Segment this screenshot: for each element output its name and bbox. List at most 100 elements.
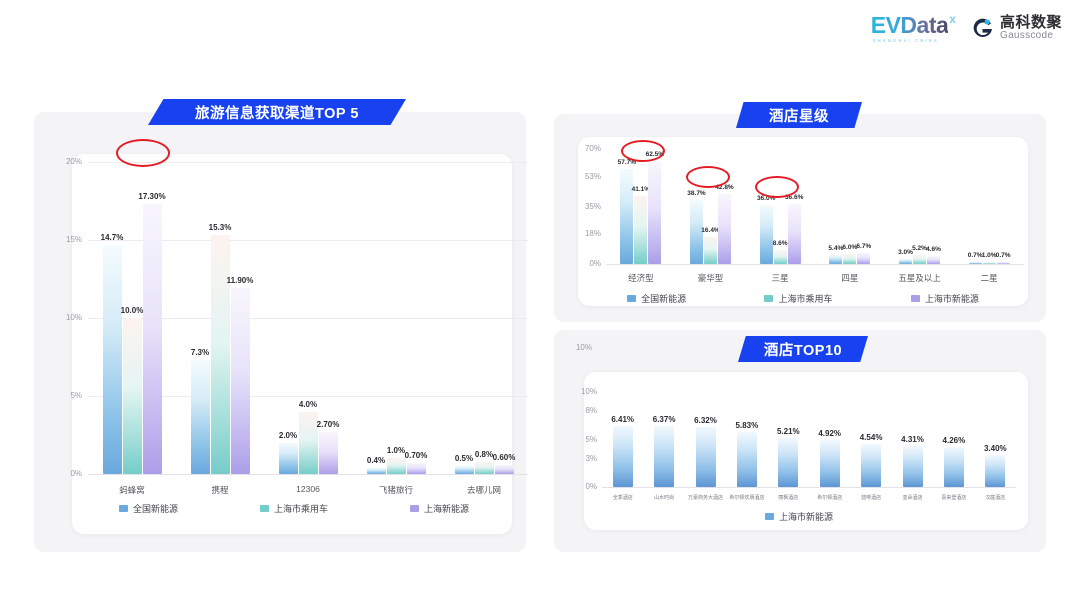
bar xyxy=(861,443,882,487)
chart-title-hotel-top10: 酒店TOP10 xyxy=(763,342,843,359)
bar-value-label: 6.37% xyxy=(652,415,676,425)
bar xyxy=(943,446,964,487)
bar xyxy=(819,440,840,487)
x-axis-category-label: 喆啡酒店 xyxy=(861,495,882,501)
x-axis-category-label: 携程 xyxy=(211,485,229,495)
highlight-ellipse xyxy=(755,176,799,198)
bar-value-label: 5.21% xyxy=(776,426,800,436)
bar-value-label: 3.0% xyxy=(898,249,913,257)
legend-item-2[interactable]: 上海市乘用车 xyxy=(764,292,833,305)
y-axis-tick-label: 70% xyxy=(584,144,601,153)
legend-swatch xyxy=(118,505,128,512)
x-axis-category-label: 丽枫酒店 xyxy=(778,495,799,501)
bar xyxy=(102,244,122,474)
legend-label: 上海市乘用车 xyxy=(273,504,328,514)
legend-item-2[interactable]: 上海市乘用车 xyxy=(259,502,328,515)
axis-baseline xyxy=(602,487,1016,488)
bar xyxy=(829,255,843,264)
legend-label: 全国新能源 xyxy=(132,504,178,514)
chart-hotel-top10: 0% 3% 5% 8% 10% 6.41% 全季酒店 6.37% 山水时尚 6.32% 万豪商务大酒… xyxy=(554,330,1046,552)
bar xyxy=(278,442,298,474)
bar-value-label: 15.3% xyxy=(208,223,232,233)
bar-value-label: 36.6% xyxy=(784,193,804,201)
bar xyxy=(899,259,912,264)
chart-legend: 上海市新能源 xyxy=(674,510,924,523)
bar xyxy=(695,426,716,487)
x-axis-category-label: 飞猪旅行 xyxy=(378,485,413,495)
x-axis-category-label: 豪华型 xyxy=(697,273,724,283)
x-axis-category-label: 喜来登酒店 xyxy=(941,495,967,501)
bar xyxy=(968,262,982,264)
x-axis-category-label: 经济型 xyxy=(628,273,654,283)
banner-travel-channels: 旅游信息获取渠道TOP 5 xyxy=(148,99,406,125)
legend-label: 上海市乘用车 xyxy=(778,294,833,304)
gausscode-mark-icon xyxy=(970,17,994,41)
legend-swatch xyxy=(409,505,419,512)
bar xyxy=(122,318,142,474)
legend-label: 上海市新能源 xyxy=(924,294,979,304)
bar-value-label: 5.83% xyxy=(735,420,759,430)
bar xyxy=(902,446,923,487)
y-axis-tick-label: 20% xyxy=(65,157,82,166)
highlight-ellipse xyxy=(621,140,665,162)
legend-item-1[interactable]: 全国新能源 xyxy=(118,502,178,515)
x-axis-category-label: 希尔顿酒店 xyxy=(817,495,843,501)
gausscode-logo: 高科数聚 Gausscode xyxy=(970,15,1062,41)
evdata-wordmark: EVData xyxy=(870,12,949,38)
bar xyxy=(778,437,799,487)
x-axis-category-label: 去哪儿网 xyxy=(466,485,501,495)
x-axis-category-label: 三星 xyxy=(771,273,789,283)
bar-value-label: 8.6% xyxy=(772,239,788,247)
bar xyxy=(857,252,871,264)
legend-item-3[interactable]: 上海市新能源 xyxy=(910,292,979,305)
bar-value-label: 5.4% xyxy=(828,245,844,253)
gridline xyxy=(88,396,528,397)
chart-hotel-star: 0% 18% 35% 53% 70% 57.7% 41.1% 62.5% 经济型 38.7% 16.… xyxy=(554,114,1046,322)
banner-hotel-star: 酒店星级 xyxy=(736,102,862,128)
bar-value-label: 38.7% xyxy=(687,190,706,198)
gridline xyxy=(88,318,528,319)
y-axis-tick-label: 0% xyxy=(70,469,82,478)
y-axis-tick-label: 3% xyxy=(585,453,597,463)
bar-value-label: 6.7% xyxy=(856,242,872,250)
gausscode-name-cn: 高科数聚 xyxy=(999,14,1062,32)
legend-label: 上海市新能源 xyxy=(778,512,833,522)
bar-value-label: 17.30% xyxy=(138,192,166,202)
gridline xyxy=(88,240,528,241)
bar xyxy=(454,466,474,474)
bar xyxy=(474,461,494,474)
evdata-tagline: SHANGHAI CHINA xyxy=(872,38,939,43)
bar-value-label: 7.3% xyxy=(190,348,210,358)
chart-legend: 全国新能源 上海市乘用车 上海市新能源 xyxy=(588,292,1018,305)
bar-value-label: 6.0% xyxy=(842,244,858,252)
legend-item-1[interactable]: 上海市新能源 xyxy=(764,510,833,523)
bar-value-label: 4.6% xyxy=(926,246,941,254)
highlight-ellipse xyxy=(686,166,730,188)
x-axis-category-label: 希尔顿欢朋酒店 xyxy=(729,495,765,501)
bar-value-label: 4.92% xyxy=(818,429,842,439)
bar-value-label: 0.5% xyxy=(454,454,474,464)
y-axis-tick-label: 0% xyxy=(589,259,601,268)
y-axis-tick-label: 10% xyxy=(580,387,597,396)
bar xyxy=(690,200,703,264)
legend-item-1[interactable]: 全国新能源 xyxy=(627,292,686,305)
banner-hotel-top10: 酒店TOP10 xyxy=(738,336,868,362)
bar-value-label: 0.7% xyxy=(967,252,983,259)
bar xyxy=(985,454,1006,487)
y-axis-tick-label: 53% xyxy=(584,171,601,181)
evdata-logo: EVData x SHANGHAI CHINA xyxy=(870,12,956,43)
legend-swatch xyxy=(259,505,269,512)
bar xyxy=(996,262,1010,264)
axis-baseline xyxy=(88,474,528,475)
legend-swatch xyxy=(910,295,920,302)
bar-value-label: 5.2% xyxy=(912,245,927,253)
x-axis-category-label: 五星及以上 xyxy=(898,273,941,283)
bar-value-label: 0.8% xyxy=(474,449,494,459)
y-axis-tick-label: 5% xyxy=(585,434,597,444)
legend-item-3[interactable]: 上海新能源 xyxy=(409,502,469,515)
y-axis-tick-label: 0% xyxy=(585,482,597,491)
bar-value-label: 2.70% xyxy=(316,419,340,429)
bar-value-label: 0.70% xyxy=(404,451,428,461)
brand-header: EVData x SHANGHAI CHINA 高科数聚 Gausscode xyxy=(870,12,1062,43)
y-axis-tick-label: 8% xyxy=(585,406,597,415)
